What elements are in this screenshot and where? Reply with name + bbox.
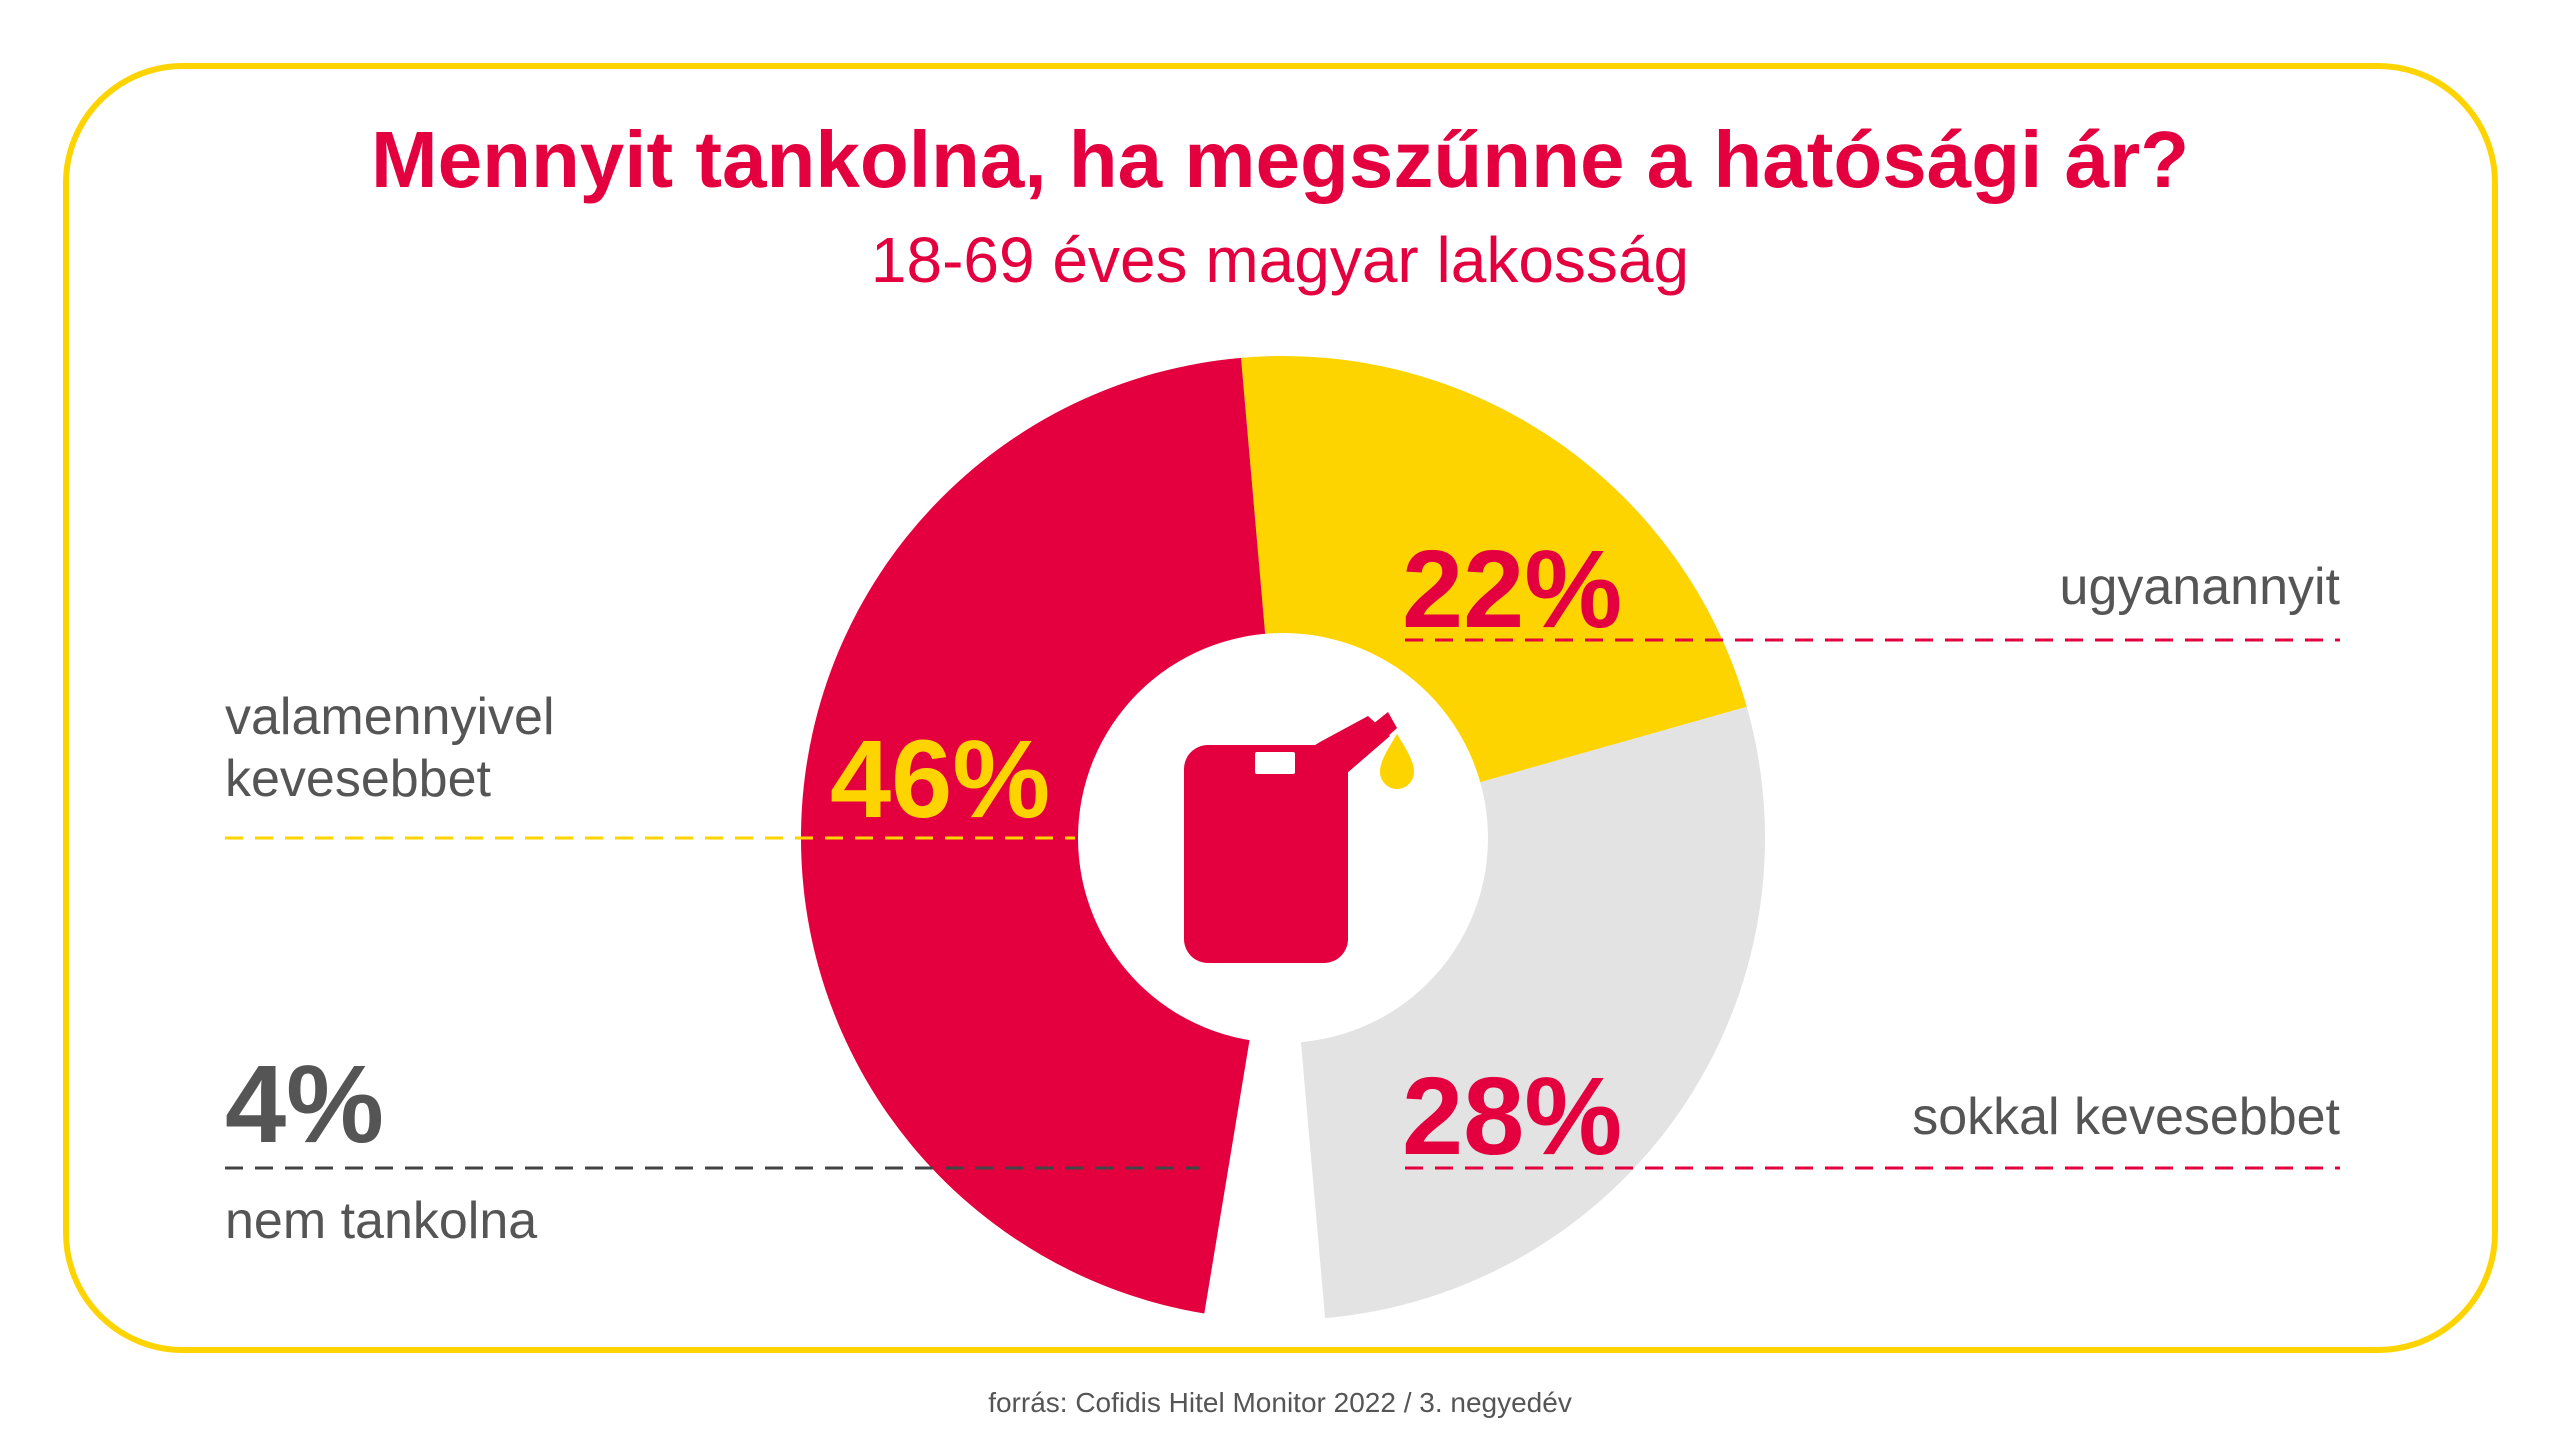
fuel-canister-icon [1184,712,1414,963]
chart-title: Mennyit tankolna, ha megszűnne a hatóság… [370,115,2190,204]
category-label-line-2: kevesebbet [225,750,491,809]
pie-slice-nem-tankolna [1204,838,1326,1321]
chart-subtitle: 18-69 éves magyar lakosság [870,224,1690,296]
category-label-nem-tankolna: nem tankolna [225,1192,538,1250]
pie-slice-valamennyivel-kevesebbet [800,357,1283,1314]
value-label-valamennyivel-kevesebbet: 46% [830,718,1051,841]
category-label-line-1: valamennyivel [225,688,555,746]
category-label-valamennyivel-kevesebbet: valamennyivel kevesebbet [225,686,555,811]
value-label-ugyanannyit: 22% [1402,528,1623,651]
chart-frame [63,63,2498,1353]
value-label-sokkal-kevesebbet: 28% [1402,1055,1623,1178]
category-label-ugyanannyit: ugyanannyit [2059,558,2340,616]
source-note: forrás: Cofidis Hitel Monitor 2022 / 3. … [988,1387,1572,1418]
category-label-sokkal-kevesebbet: sokkal kevesebbet [1912,1088,2340,1146]
value-label-nem-tankolna: 4% [225,1043,384,1166]
